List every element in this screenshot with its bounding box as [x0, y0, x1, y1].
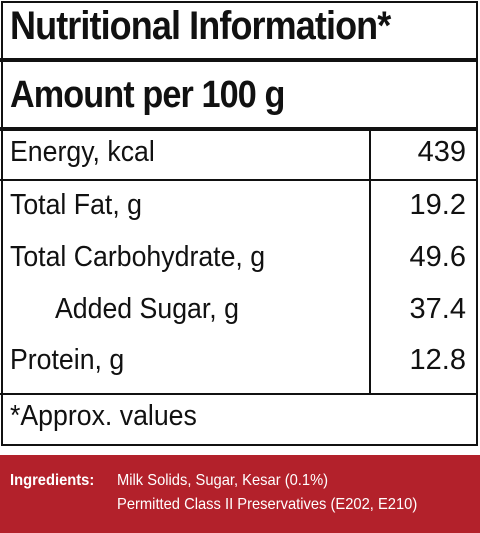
rule: [0, 58, 477, 62]
row-value: 19.2: [409, 189, 466, 221]
ingredients-label: Ingredients:: [10, 472, 95, 489]
rule: [0, 179, 477, 181]
row-label: Energy, kcal: [10, 136, 155, 168]
column-rule: [369, 130, 371, 394]
row-value: 49.6: [409, 241, 466, 273]
row-label: Total Fat, g: [10, 189, 142, 221]
ingredients-band: Ingredients: Milk Solids, Sugar, Kesar (…: [0, 455, 480, 533]
rule: [0, 127, 477, 131]
row-value: 37.4: [409, 293, 466, 325]
ingredients-line: Permitted Class II Preservatives (E202, …: [117, 496, 418, 513]
row-value: 439: [417, 136, 466, 168]
rule: [0, 393, 477, 395]
row-label: Added Sugar, g: [55, 293, 239, 325]
table-border: [1, 1, 478, 446]
row-label: Total Carbohydrate, g: [10, 241, 266, 273]
subtitle: Amount per 100 g: [10, 74, 285, 116]
ingredients-line: Milk Solids, Sugar, Kesar (0.1%): [117, 472, 329, 489]
row-value: 12.8: [409, 344, 466, 376]
footnote: *Approx. values: [10, 400, 197, 432]
title: Nutritional Information*: [10, 4, 391, 48]
row-label: Protein, g: [10, 344, 125, 376]
